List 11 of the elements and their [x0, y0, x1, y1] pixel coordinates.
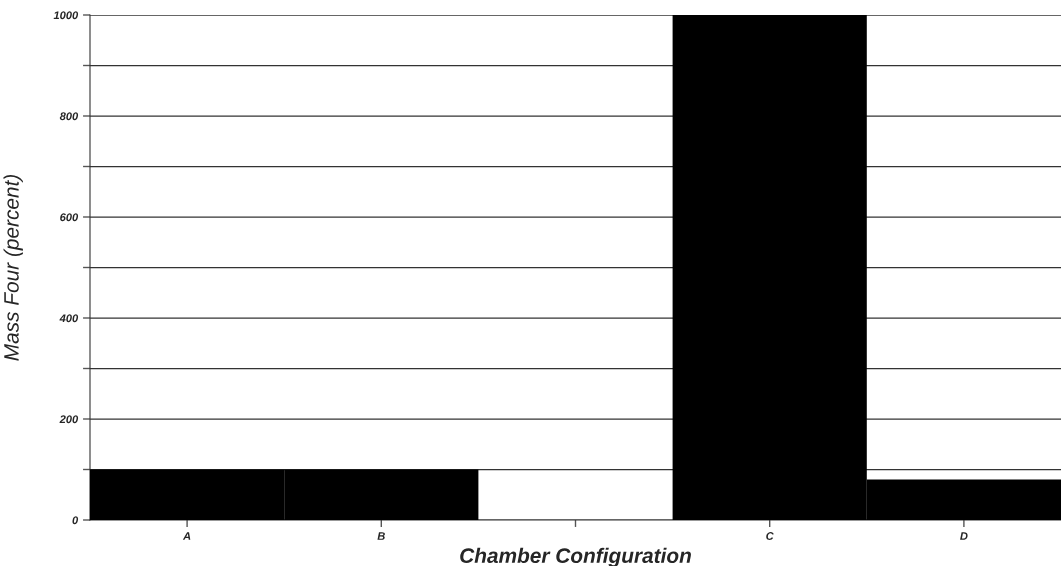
- y-tick-label: 1000: [53, 11, 79, 20]
- y-tick-label: 200: [59, 415, 79, 424]
- x-tick-label: A: [182, 532, 191, 540]
- y-tick-label: 0: [72, 516, 79, 525]
- y-tick-label: 400: [59, 314, 79, 323]
- y-tick-label: 600: [60, 213, 79, 222]
- x-tick-label: B: [377, 532, 385, 540]
- x-tick-label: C: [766, 532, 774, 540]
- y-axis-title: Mass Four (percent): [3, 174, 23, 361]
- x-tick-label: D: [960, 532, 968, 540]
- y-tick-label: 800: [59, 112, 79, 121]
